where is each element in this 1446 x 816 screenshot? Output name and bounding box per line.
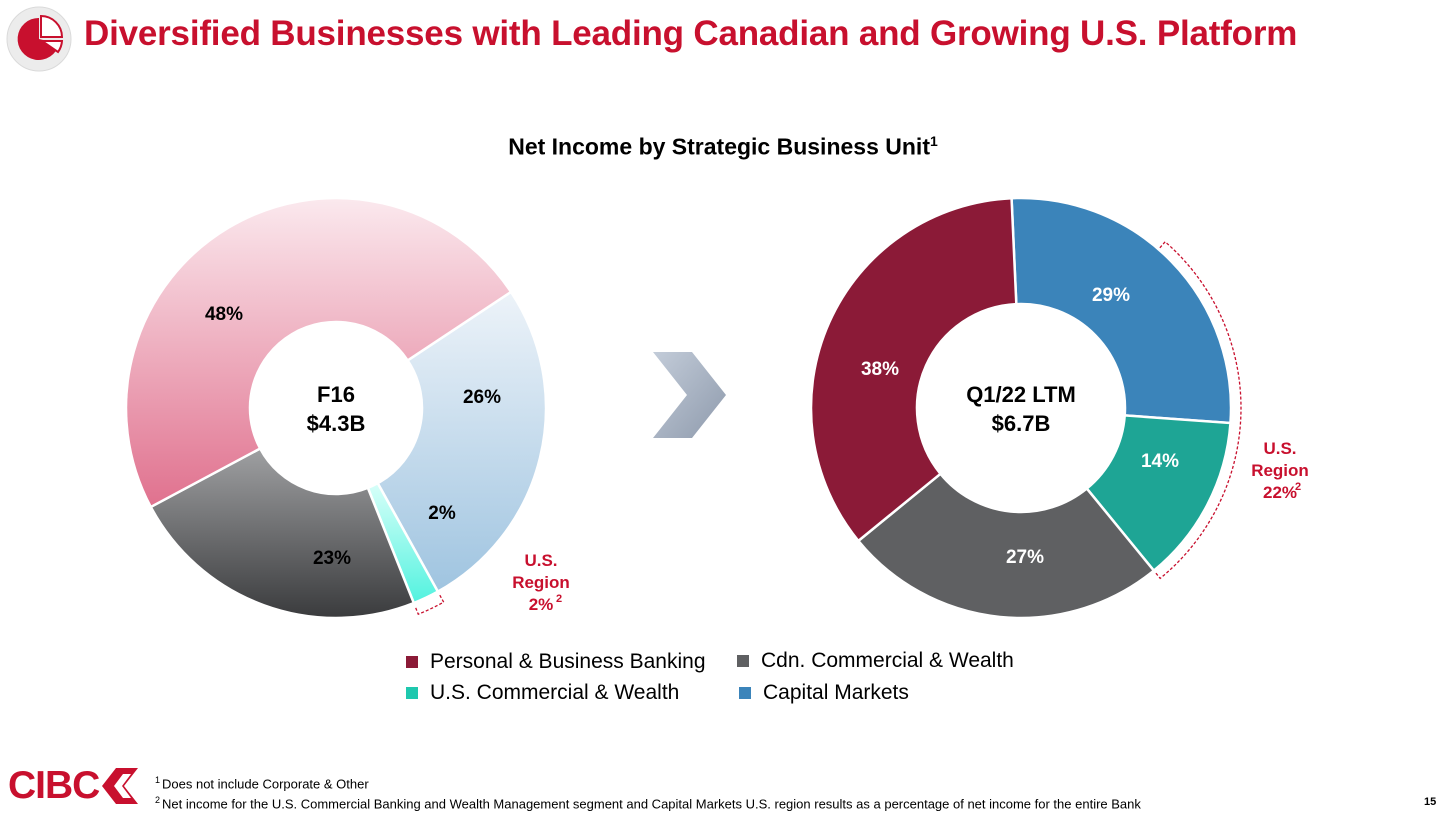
us-region-annotation-line1: U.S. bbox=[1263, 439, 1296, 458]
footnote-text: Net income for the U.S. Commercial Banki… bbox=[162, 796, 1141, 812]
us-region-annotation-value: 22% bbox=[1263, 483, 1297, 502]
center-label: F16 bbox=[317, 382, 355, 407]
center-value: $4.3B bbox=[307, 411, 366, 436]
footnote-mark: 1 bbox=[155, 775, 161, 785]
us-region-annotation-footnote: 2 bbox=[556, 593, 562, 605]
legend-label: Personal & Business Banking bbox=[430, 650, 706, 673]
us-region-bracket bbox=[1154, 240, 1242, 580]
legend-swatch bbox=[739, 687, 751, 699]
us-region-annotation-line2: Region bbox=[512, 573, 570, 592]
donut-chart-2: 29% 14% 27% 38% Q1/22 LTM $6.7B U.S. Region 22%2 bbox=[809, 196, 1309, 620]
footnote-mark: 2 bbox=[155, 795, 161, 806]
chevron-right-icon bbox=[653, 352, 726, 438]
slice-label-capital-markets: 26% bbox=[463, 387, 501, 408]
chart-title: Net Income by Strategic Business Unit1 bbox=[0, 133, 1446, 161]
legend-label: Capital Markets bbox=[763, 681, 909, 704]
us-region-annotation-line2: Region bbox=[1251, 461, 1309, 480]
legend-item-us-commercial: U.S. Commercial & Wealth bbox=[406, 681, 679, 705]
diamond-logo-icon bbox=[102, 768, 139, 804]
us-region-annotation-line1: U.S. bbox=[524, 551, 557, 570]
slice-personal-business-banking bbox=[124, 196, 513, 509]
legend-item-capital-markets: Capital Markets bbox=[739, 681, 909, 705]
slice-label-u-s-commercial-wealth: 14% bbox=[1141, 451, 1179, 472]
legend-item-personal-banking: Personal & Business Banking bbox=[406, 650, 706, 674]
center-value: $6.7B bbox=[992, 411, 1051, 436]
logo-text: CIBC bbox=[8, 764, 100, 807]
slice-personal-business-banking bbox=[809, 196, 1018, 543]
legend-label: Cdn. Commercial & Wealth bbox=[761, 649, 1014, 672]
pie-chart-icon bbox=[6, 6, 72, 72]
slice-label-personal-business-banking: 38% bbox=[861, 359, 899, 380]
slice-capital-markets bbox=[376, 290, 548, 594]
legend-swatch bbox=[737, 655, 749, 667]
slice-cdn-commercial-wealth bbox=[856, 472, 1156, 620]
us-region-annotation-footnote: 2 bbox=[1295, 481, 1301, 493]
footnote-text: Does not include Corporate & Other bbox=[162, 776, 369, 792]
center-label: Q1/22 LTM bbox=[966, 382, 1076, 407]
slice-label-cdn-commercial-wealth: 23% bbox=[313, 548, 351, 569]
footnote-2: 2 Net income for the U.S. Commercial Bank… bbox=[155, 792, 1141, 812]
cibc-logo: CIBC bbox=[8, 766, 141, 806]
slice-cdn-commercial-wealth bbox=[149, 446, 416, 620]
legend-label: U.S. Commercial & Wealth bbox=[430, 681, 680, 704]
footnotes: 1 Does not include Corporate & Other 2 Net… bbox=[155, 772, 1141, 813]
footnote-1: 1 Does not include Corporate & Other bbox=[155, 772, 1141, 792]
legend-swatch bbox=[406, 656, 418, 668]
chart-title-text: Net Income by Strategic Business Unit bbox=[508, 133, 930, 160]
chart-title-footnote: 1 bbox=[929, 133, 938, 149]
legend-item-commercial-wealth: Cdn. Commercial & Wealth bbox=[737, 649, 1014, 673]
slice-label-capital-markets: 29% bbox=[1092, 285, 1130, 306]
us-region-bracket bbox=[414, 594, 445, 616]
legend-swatch bbox=[406, 687, 418, 699]
page-title: Diversified Businesses with Leading Cana… bbox=[84, 14, 1298, 53]
slice-capital-markets bbox=[1010, 196, 1233, 425]
us-region-annotation-value: 2% bbox=[529, 595, 554, 614]
slice-label-u-s-commercial-wealth: 2% bbox=[428, 503, 456, 524]
slice-label-personal-business-banking: 48% bbox=[205, 304, 243, 325]
slice-label-cdn-commercial-wealth: 27% bbox=[1006, 547, 1044, 568]
page-number: 15 bbox=[1424, 796, 1437, 808]
